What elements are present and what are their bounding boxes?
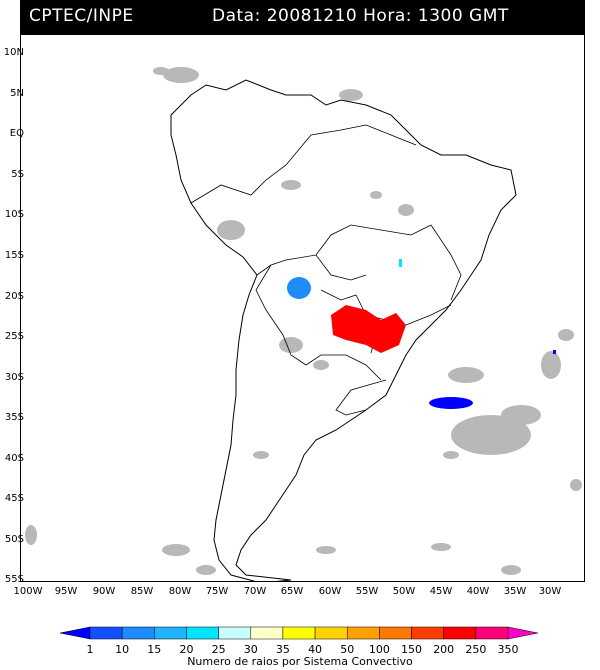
- lat-label-55s: 55S: [4, 574, 24, 585]
- lon-label-70w: 70W: [243, 586, 267, 597]
- colorbar-tick-label: 150: [401, 643, 423, 656]
- map-frame: [20, 34, 585, 584]
- lon-label-30w: 30W: [538, 586, 562, 597]
- lat-label-10n: 10N: [3, 47, 24, 58]
- colorbar-tick-label: 20: [179, 643, 194, 656]
- map-header: CPTEC/INPE Data: 20081210 Hora: 1300 GMT: [20, 0, 585, 34]
- lon-label-85w: 85W: [130, 586, 154, 597]
- lon-label-55w: 55W: [355, 586, 379, 597]
- lon-label-80w: 80W: [168, 586, 192, 597]
- colorbar-tick-label: 1: [86, 643, 94, 656]
- colorbar-segment: [379, 626, 412, 640]
- lon-label-40w: 40W: [466, 586, 490, 597]
- lon-label-50w: 50W: [392, 586, 416, 597]
- lat-label-45s: 45S: [4, 493, 24, 504]
- lon-label-75w: 75W: [205, 586, 229, 597]
- colorbar-tick-label: 200: [433, 643, 455, 656]
- source-label: CPTEC/INPE: [29, 6, 134, 26]
- lat-label-20s: 20S: [4, 291, 24, 302]
- lat-label-35s: 35S: [4, 412, 24, 423]
- colorbar-segment: [186, 626, 219, 640]
- lat-label-15s: 15S: [4, 250, 24, 261]
- cloud-cover: [25, 67, 582, 575]
- convective-systems: [287, 259, 556, 409]
- colorbar-tick-label: 350: [497, 643, 519, 656]
- colorbar-segment: [475, 626, 509, 640]
- colorbar-tick-label: 10: [115, 643, 130, 656]
- colorbar-segment: [89, 626, 123, 640]
- colorbar: [59, 626, 539, 640]
- colorbar-tick-label: 15: [147, 643, 162, 656]
- lon-label-60w: 60W: [318, 586, 342, 597]
- colorbar-segment: [443, 626, 477, 640]
- colorbar-right-arrow: [507, 626, 539, 640]
- colorbar-segment: [154, 626, 187, 640]
- colorbar-segment: [411, 626, 444, 640]
- lat-label-50s: 50S: [4, 534, 24, 545]
- colorbar-tick-label: 30: [243, 643, 258, 656]
- lat-label-eq: EQ: [9, 128, 24, 139]
- country-borders: [190, 124, 462, 416]
- lon-label-45w: 45W: [429, 586, 453, 597]
- colorbar-segment: [282, 626, 316, 640]
- lon-label-65w: 65W: [280, 586, 304, 597]
- colorbar-segment: [121, 626, 155, 640]
- colorbar-tick-label: 250: [465, 643, 487, 656]
- colorbar-segment: [346, 626, 380, 640]
- colorbar-segment: [218, 626, 252, 640]
- colorbar-left-arrow: [59, 626, 91, 640]
- lon-label-95w: 95W: [54, 586, 78, 597]
- lat-label-40s: 40S: [4, 453, 24, 464]
- lat-label-25s: 25S: [4, 331, 24, 342]
- lon-label-100w: 100W: [13, 586, 43, 597]
- colorbar-tick-label: 50: [340, 643, 355, 656]
- colorbar-tick-label: 25: [211, 643, 226, 656]
- colorbar-tick-label: 35: [275, 643, 290, 656]
- colorbar-segment: [314, 626, 348, 640]
- colorbar-tick-label: 100: [368, 643, 390, 656]
- datetime-label: Data: 20081210 Hora: 1300 GMT: [212, 6, 509, 26]
- lat-label-5n: 5N: [10, 88, 24, 99]
- lat-label-10s: 10S: [4, 209, 24, 220]
- colorbar-segment: [250, 626, 284, 640]
- lon-label-35w: 35W: [503, 586, 527, 597]
- lon-label-90w: 90W: [92, 586, 116, 597]
- continent-outline: [170, 79, 517, 584]
- lat-label-5s: 5S: [11, 169, 24, 180]
- colorbar-tick-label: 40: [308, 643, 323, 656]
- map-canvas: [25, 67, 582, 584]
- lat-label-30s: 30S: [4, 372, 24, 383]
- colorbar-title: Numero de raios por Sistema Convectivo: [187, 655, 413, 668]
